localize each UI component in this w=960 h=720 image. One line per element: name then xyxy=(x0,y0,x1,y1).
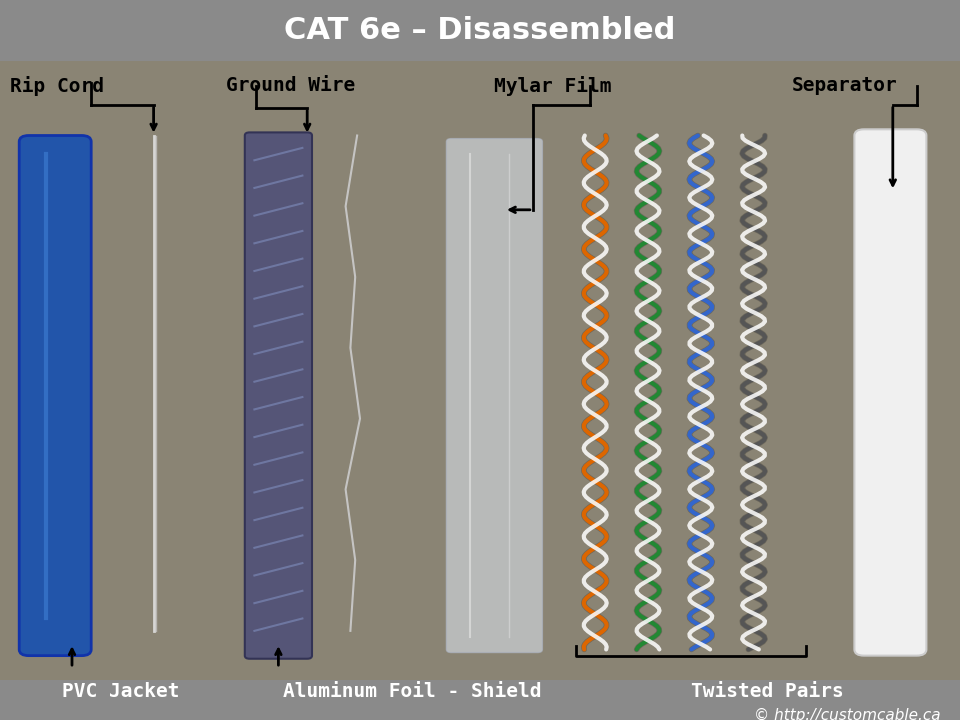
FancyBboxPatch shape xyxy=(446,138,542,652)
Text: Twisted Pairs: Twisted Pairs xyxy=(691,682,844,701)
Text: Separator: Separator xyxy=(792,76,898,96)
Text: Mylar Film: Mylar Film xyxy=(494,76,612,96)
FancyBboxPatch shape xyxy=(245,132,312,659)
FancyBboxPatch shape xyxy=(19,135,91,656)
Text: PVC Jacket: PVC Jacket xyxy=(62,682,180,701)
Text: Aluminum Foil - Shield: Aluminum Foil - Shield xyxy=(283,682,541,701)
Text: CAT 6e – Disassembled: CAT 6e – Disassembled xyxy=(284,16,676,45)
FancyBboxPatch shape xyxy=(854,130,926,656)
Text: © http://customcable.ca: © http://customcable.ca xyxy=(755,708,941,720)
Text: Rip Cord: Rip Cord xyxy=(10,76,104,96)
Text: Ground Wire: Ground Wire xyxy=(226,76,355,96)
